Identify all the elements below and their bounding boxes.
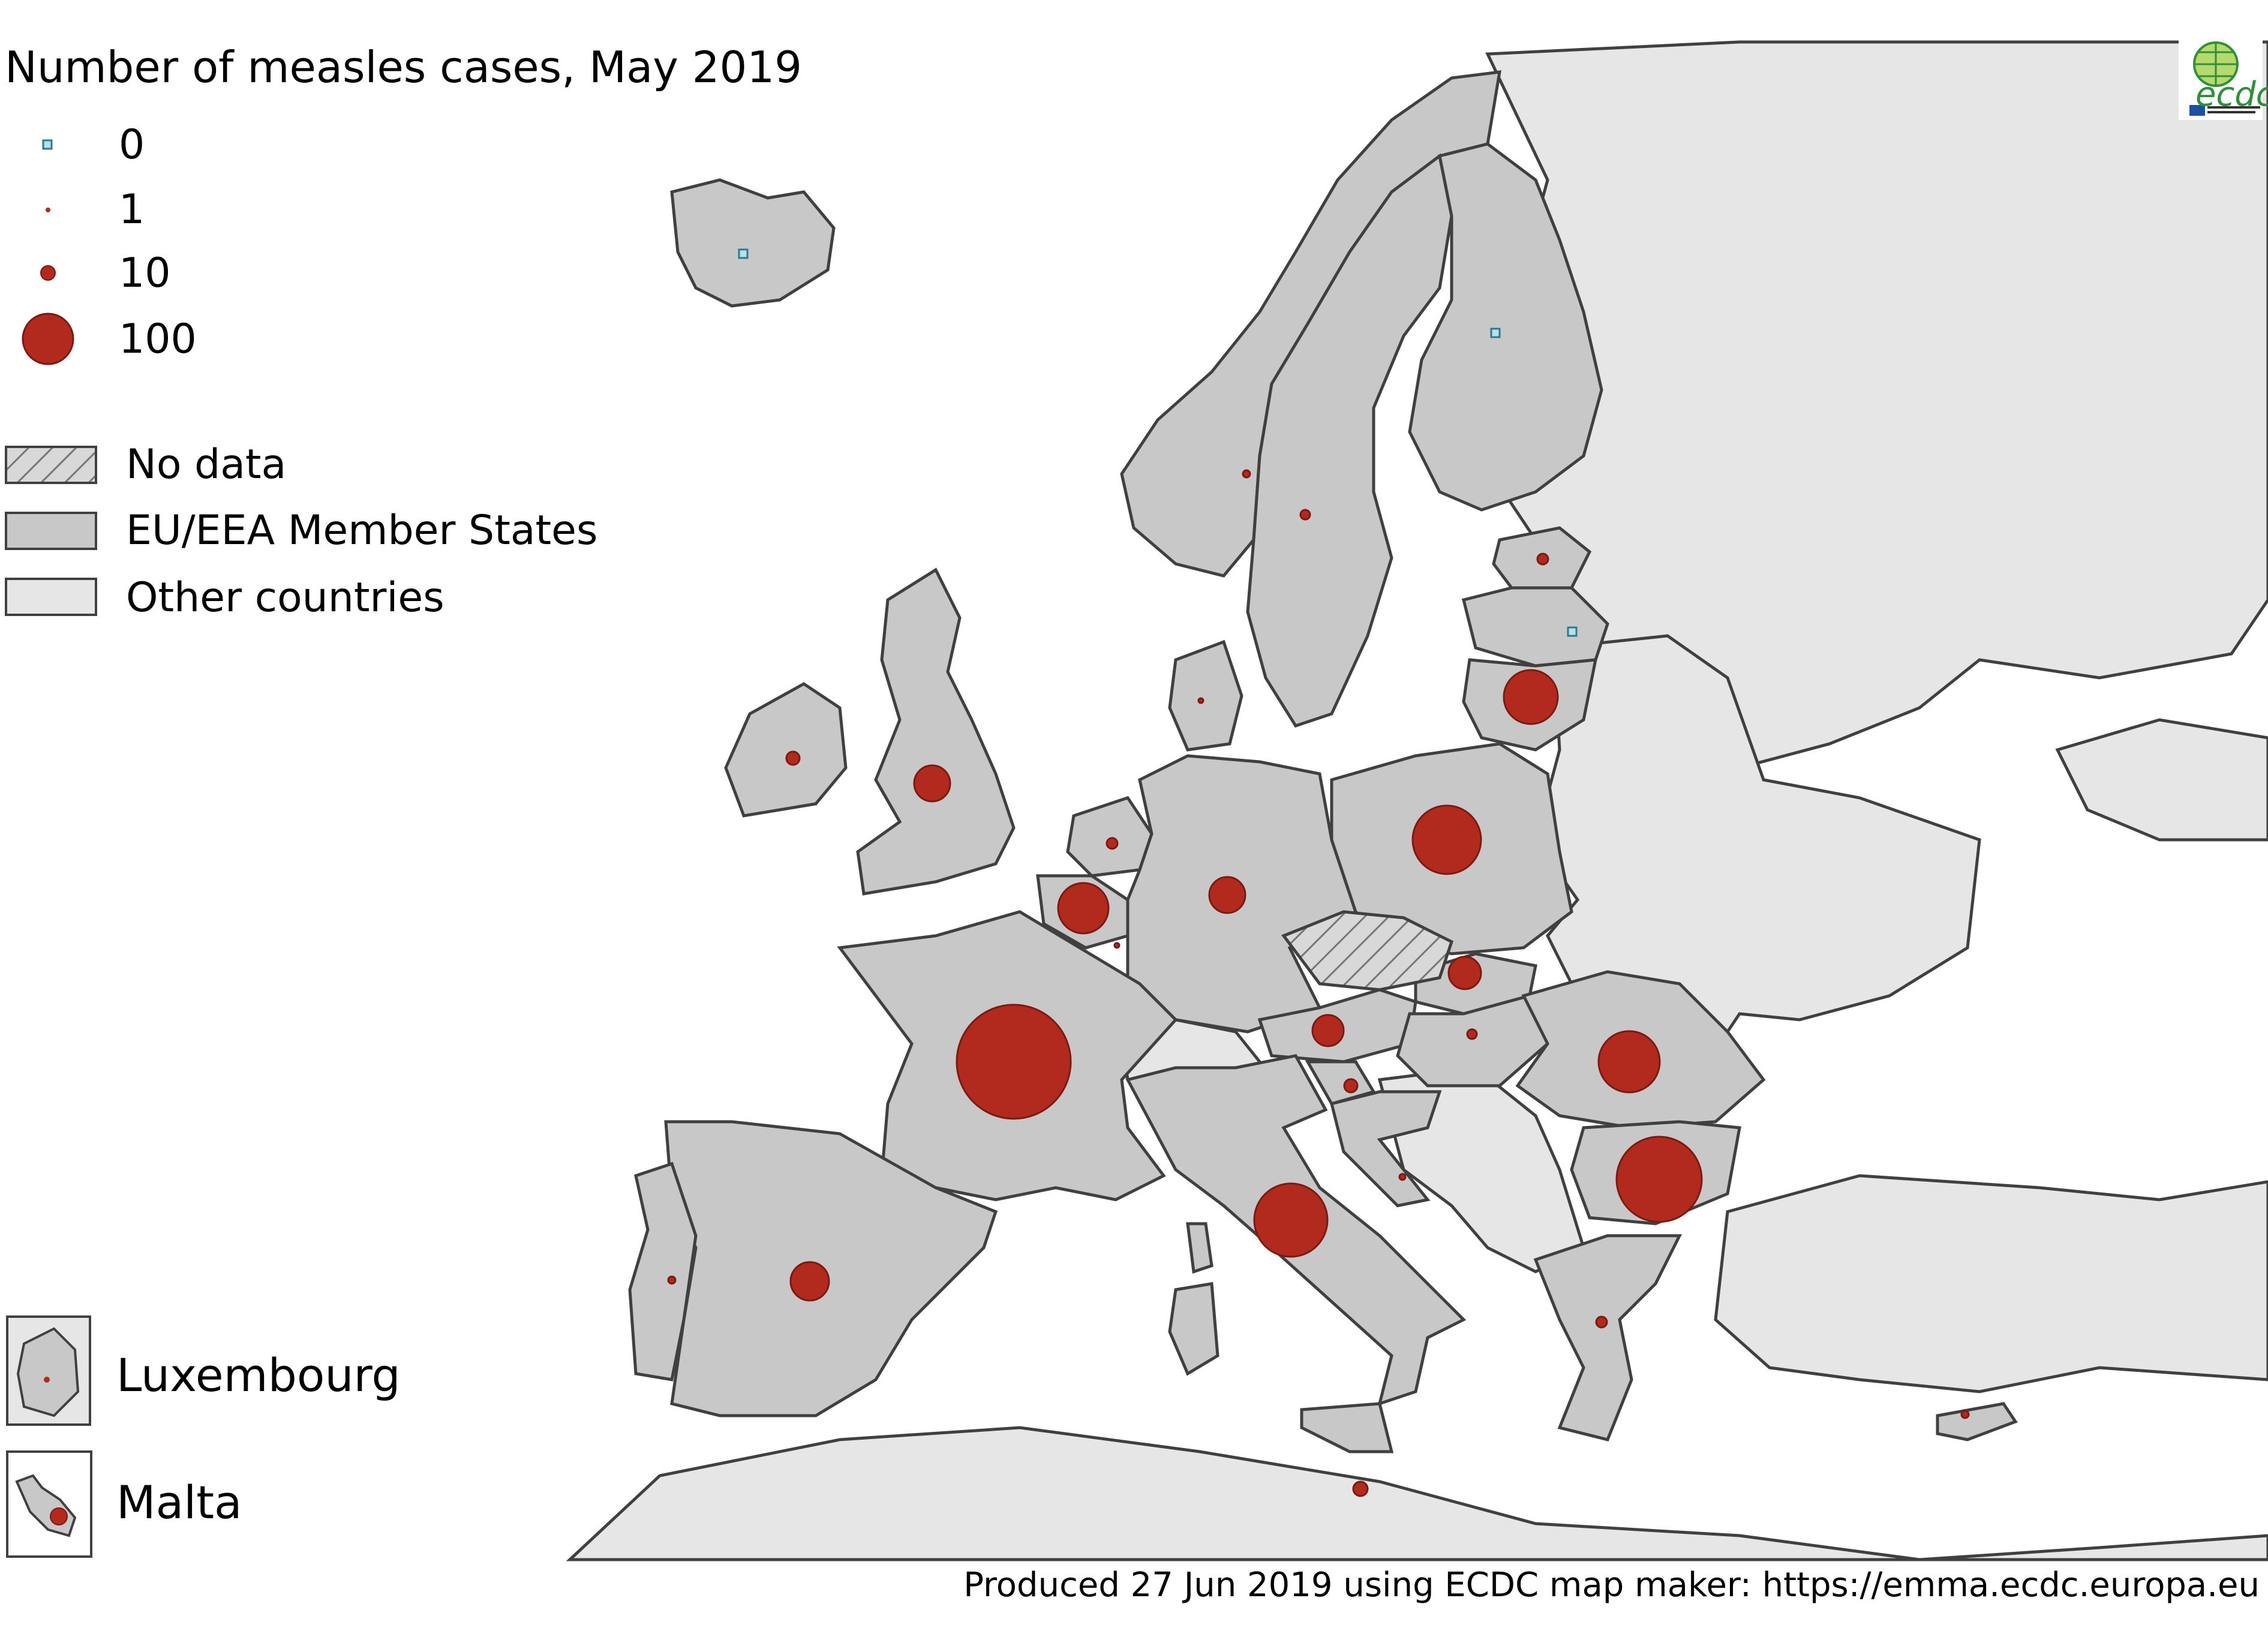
marker-norway [1242,469,1251,479]
zero-markers [738,248,1578,637]
legend-zero-square [42,139,53,150]
sardinia [1168,1282,1219,1376]
ecdc-globe-icon [2189,41,2260,116]
marker-greece [1595,1315,1608,1329]
marker-finland-zero [1490,328,1501,338]
marker-denmark [1197,697,1204,704]
denmark [1168,639,1243,752]
ecdc-logo-text: ecdc [2195,75,2268,114]
united-kingdom [856,567,1016,896]
eu-eea-member-states [628,70,2018,1453]
marker-slovakia [1447,956,1482,990]
marker-hungary [1466,1028,1478,1040]
luxembourg-inset-shape [16,1327,80,1417]
legend-label-hundred: 100 [119,316,197,363]
luxembourg-inset-label: Luxembourg [116,1348,401,1402]
marker-spain [789,1261,830,1302]
marker-romania [1597,1030,1661,1094]
netherlands [1066,796,1153,878]
legend-label-other: Other countries [126,574,444,621]
legend-eu-swatch [5,512,97,550]
legend-label-no-data: No data [126,441,287,488]
case-markers [667,469,1970,1497]
marker-sweden [1299,509,1311,521]
cyprus [1936,1402,2018,1441]
marker-cyprus [1960,1410,1970,1419]
marker-portugal [667,1275,677,1285]
marker-croatia [1343,1078,1359,1094]
marker-lithuania [1503,669,1559,725]
ecdc-globe-logo: ecdc [2179,39,2268,120]
legend-symbols [5,139,97,616]
marker-malta [1352,1480,1369,1497]
legend-label-eu: EU/EEA Member States [126,507,598,554]
malta-inset-label: Malta [116,1476,242,1529]
legend-ten-circle [40,265,56,281]
marker-estonia-zero [1567,626,1578,637]
legend-label-zero: 0 [119,121,145,169]
map-credit: Produced 27 Jun 2019 using ECDC map make… [963,1566,2260,1605]
czech-republic [1281,910,1454,992]
legend-no-data-swatch [5,446,97,484]
legend-hundred-circle [22,313,74,365]
greece [1533,1234,1683,1441]
marker-belgium [1057,882,1110,935]
marker-luxembourg-map [1113,942,1121,949]
luxembourg-inset [6,1315,91,1426]
marker-netherlands [1106,837,1119,850]
portugal [628,1161,698,1381]
turkey-region [1714,1174,2268,1393]
malta-inset-marker [50,1507,68,1525]
legend-one-circle [46,208,50,212]
corsica [1186,1222,1213,1274]
iceland [670,178,836,308]
belarus-ukraine-region [1534,634,1981,1052]
marker-latvia [1536,552,1549,566]
malta-inset [6,1450,92,1558]
norway-outline-extra [2055,718,2268,842]
marker-austria [1311,1014,1345,1047]
croatia [1329,1090,1442,1208]
sweden [1246,153,1453,728]
marker-france [956,1004,1072,1120]
luxembourg-inset-marker [44,1377,50,1383]
ireland [724,682,848,818]
marker-slovenia-small [1398,1173,1407,1181]
hungary [1396,993,1549,1088]
marker-united-kingdom [913,764,951,803]
marker-iceland-zero [738,248,749,259]
marker-italy [1253,1182,1329,1258]
legend-other-swatch [5,578,97,616]
marker-ireland [785,750,801,766]
latvia [1461,586,1609,668]
marker-bulgaria [1615,1136,1703,1223]
legend-label-ten: 10 [119,250,171,297]
finland [1408,142,1603,512]
north-africa-region [566,1426,2268,1561]
legend-label-one: 1 [119,186,145,233]
marker-germany [1208,876,1246,914]
sicily [1300,1402,1394,1453]
map-title: Number of measles cases, May 2019 [5,42,802,92]
marker-poland [1411,804,1482,875]
